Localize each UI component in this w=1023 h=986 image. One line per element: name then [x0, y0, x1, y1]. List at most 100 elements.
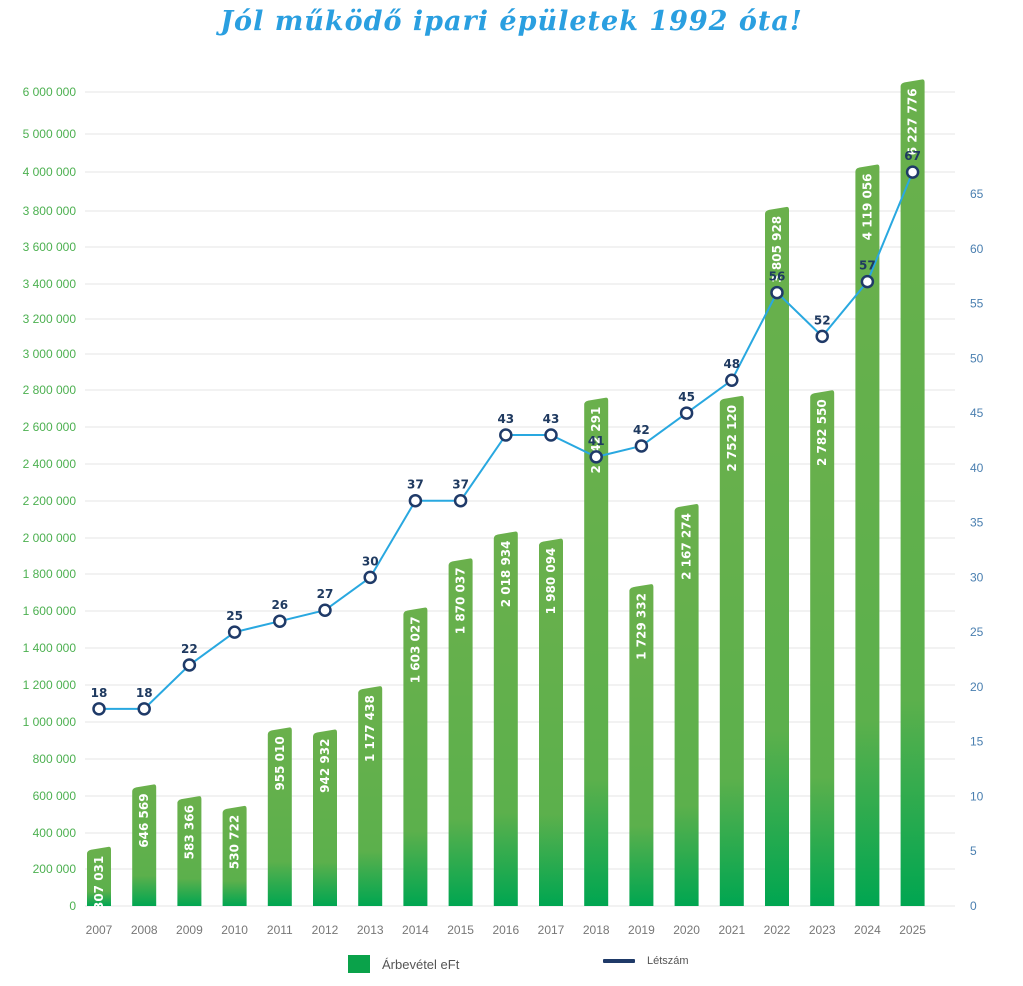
bar: [403, 607, 428, 906]
x-tick-label: 2017: [538, 923, 565, 937]
point-value-label: 37: [452, 478, 469, 492]
bar: [719, 395, 744, 906]
right-tick-label: 25: [970, 625, 984, 639]
line-point: [634, 439, 649, 453]
bar-value-label: 1 603 027: [408, 616, 422, 683]
right-tick-label: 60: [970, 242, 984, 256]
left-tick-label: 0: [69, 899, 76, 913]
bar-series: 307 031 646 569 583 366 530 722 955 010 942 9…: [87, 79, 925, 910]
x-tick-label: 2025: [899, 923, 926, 937]
right-tick-label: 55: [970, 297, 984, 311]
bar: [87, 846, 111, 906]
bar-value-label: 2 018 934: [499, 540, 513, 607]
point-value-label: 27: [317, 587, 334, 601]
x-tick-label: 2016: [492, 923, 519, 937]
right-tick-label: 15: [970, 735, 984, 749]
left-tick-label: 1 200 000: [23, 678, 77, 692]
bar-value-label: 1 870 037: [454, 567, 468, 634]
line-point: [725, 373, 739, 387]
bar-value-label: 1 980 094: [544, 548, 558, 615]
bar-value-label: 955 010: [273, 736, 287, 790]
bar-value-label: 530 722: [228, 815, 242, 869]
bar: [222, 805, 247, 906]
left-tick-label: 3 600 000: [23, 240, 77, 254]
bar: [358, 686, 383, 906]
line-point: [499, 428, 513, 442]
x-tick-label: 2023: [809, 923, 836, 937]
x-tick-label: 2014: [402, 923, 429, 937]
x-tick-label: 2024: [854, 923, 881, 937]
point-value-label: 42: [633, 423, 650, 437]
point-value-label: 41: [588, 434, 605, 448]
line-point: [860, 274, 875, 289]
legend-label-headcount: Létszám: [647, 955, 689, 967]
point-value-label: 45: [678, 390, 695, 404]
left-tick-label: 3 200 000: [23, 312, 77, 326]
bar-value-label: 6 227 776: [906, 88, 920, 155]
bar: [584, 397, 609, 906]
x-tick-label: 2021: [718, 923, 745, 937]
point-value-label: 30: [362, 554, 379, 568]
left-tick-label: 2 600 000: [23, 420, 77, 434]
right-tick-label: 20: [970, 680, 984, 694]
bar-value-label: 2 752 120: [725, 405, 739, 472]
bar: [674, 504, 699, 906]
right-tick-label: 40: [970, 461, 984, 475]
bar: [539, 538, 563, 906]
combo-chart: 0 200 000 400 000 600 000 800 000 1 000 000 1 …: [23, 79, 984, 937]
x-tick-label: 2019: [628, 923, 655, 937]
point-value-label: 18: [136, 686, 153, 700]
line-point: [318, 603, 332, 617]
line-point: [589, 450, 603, 464]
point-value-label: 37: [407, 478, 424, 492]
point-value-label: 22: [181, 642, 198, 656]
bar: [177, 796, 202, 906]
left-tick-label: 4 000 000: [23, 165, 77, 179]
x-tick-label: 2015: [447, 923, 474, 937]
legend-swatch-bar: [348, 955, 370, 973]
point-value-label: 56: [769, 270, 786, 284]
left-tick-label: 600 000: [33, 789, 77, 803]
chart-title: Jól működő ipari épületek 1992 óta!: [220, 6, 803, 37]
right-tick-label: 45: [970, 406, 984, 420]
bar: [493, 531, 518, 906]
bar: [629, 584, 654, 906]
bar-value-label: 942 932: [318, 739, 332, 793]
point-value-label: 26: [271, 598, 288, 612]
left-tick-label: 200 000: [33, 862, 77, 876]
bar-value-label: 307 031: [92, 856, 106, 910]
line-point: [544, 428, 558, 442]
bar-value-label: 2 167 274: [680, 513, 694, 580]
legend-item-headcount: Létszám: [603, 955, 689, 967]
left-tick-label: 2 800 000: [23, 383, 77, 397]
bar: [313, 729, 337, 906]
line-point: [92, 702, 106, 716]
left-tick-label: 1 800 000: [23, 567, 77, 581]
line-point: [770, 285, 784, 300]
bar: [448, 558, 473, 906]
bar: [267, 727, 292, 906]
right-axis-ticks: 0 5 10 15 20 25 30 35 40 45 50 55 60 65: [970, 187, 984, 913]
left-tick-label: 5 000 000: [23, 127, 77, 141]
right-tick-label: 30: [970, 570, 984, 584]
x-tick-label: 2008: [131, 923, 158, 937]
left-tick-label: 3 000 000: [23, 347, 77, 361]
line-series: 18 18 22 25 26 27 30 37 37 43 43 41 42 45 48 56 52 57 67: [91, 149, 921, 716]
x-axis-ticks: 2007 2008 2009 2010 2011 2012 2013 2014 2015 2016…: [86, 923, 927, 937]
bar-value-label: 4 119 056: [860, 173, 874, 240]
right-tick-label: 65: [970, 187, 984, 201]
right-tick-label: 50: [970, 351, 984, 365]
line-point: [227, 625, 242, 639]
right-tick-label: 5: [970, 844, 977, 858]
x-tick-label: 2007: [86, 923, 113, 937]
point-value-label: 25: [226, 609, 243, 623]
bar: [765, 206, 789, 906]
line-point: [815, 329, 829, 344]
point-value-label: 48: [723, 357, 740, 371]
left-tick-label: 1 600 000: [23, 604, 77, 618]
x-tick-label: 2022: [764, 923, 791, 937]
legend-swatch-line: [603, 959, 635, 963]
left-tick-label: 1 000 000: [23, 715, 77, 729]
line-point: [408, 493, 423, 508]
left-tick-label: 800 000: [33, 752, 77, 766]
